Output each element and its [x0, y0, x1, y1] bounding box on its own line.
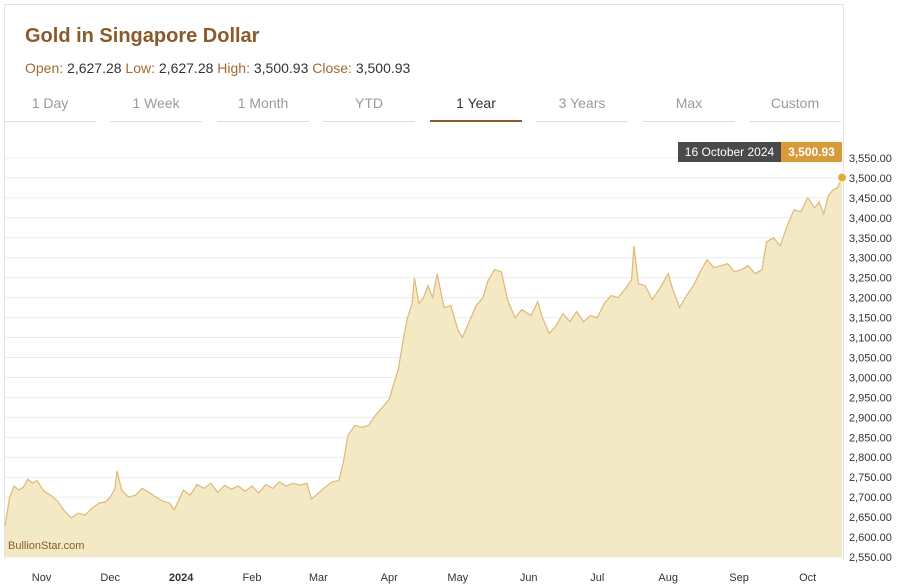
y-tick-label: 2,800.00	[849, 452, 892, 464]
y-tick-label: 3,000.00	[849, 372, 892, 384]
close-value: 3,500.93	[355, 60, 411, 76]
tooltip-value: 3,500.93	[781, 142, 842, 162]
tab-max[interactable]: Max	[643, 88, 735, 122]
x-tick-label: 2024	[169, 572, 194, 584]
x-tick-label: Dec	[100, 572, 120, 584]
y-tick-label: 2,850.00	[849, 432, 892, 444]
tab-1-day[interactable]: 1 Day	[4, 88, 96, 122]
y-tick-label: 3,250.00	[849, 273, 892, 285]
y-tick-label: 3,150.00	[849, 313, 892, 325]
range-tabs: 1 Day 1 Week 1 Month YTD 1 Year 3 Years …	[4, 88, 842, 122]
chart-panel	[4, 4, 844, 559]
open-label: Open:	[25, 60, 64, 76]
y-tick-label: 3,500.00	[849, 173, 892, 185]
y-axis: 2,550.00 2,600.00 2,650.00 2,700.00 2,750.00…	[849, 153, 892, 564]
open-value: 2,627.28	[67, 60, 122, 76]
high-label: High:	[217, 60, 250, 76]
tab-1-month[interactable]: 1 Month	[217, 88, 309, 122]
price-line	[4, 177, 843, 527]
y-tick-label: 3,450.00	[849, 193, 892, 205]
tab-1-week[interactable]: 1 Week	[110, 88, 202, 122]
tab-1-year[interactable]: 1 Year	[430, 88, 522, 122]
tab-custom[interactable]: Custom	[749, 88, 841, 122]
tab-ytd[interactable]: YTD	[323, 88, 415, 122]
x-tick-label: Jul	[590, 572, 604, 584]
low-value: 2,627.28	[158, 60, 214, 76]
ohlc-summary: Open: 2,627.28 Low: 2,627.28 High: 3,500…	[25, 60, 410, 76]
x-tick-label: Nov	[32, 572, 52, 584]
watermark: BullionStar.com	[8, 540, 85, 552]
chart-title: Gold in Singapore Dollar	[25, 25, 260, 47]
y-tick-label: 3,350.00	[849, 233, 892, 245]
y-tick-label: 2,550.00	[849, 552, 892, 564]
price-area	[5, 177, 842, 557]
y-tick-label: 2,950.00	[849, 392, 892, 404]
y-tick-label: 2,750.00	[849, 472, 892, 484]
latest-price-marker[interactable]	[837, 172, 847, 183]
x-tick-label: Apr	[381, 572, 398, 584]
y-tick-label: 3,050.00	[849, 352, 892, 364]
y-tick-label: 2,700.00	[849, 492, 892, 504]
x-tick-label: Feb	[242, 572, 261, 584]
low-label: Low:	[125, 60, 155, 76]
tab-3-years[interactable]: 3 Years	[536, 88, 628, 122]
y-tick-label: 2,600.00	[849, 532, 892, 544]
x-tick-label: Sep	[729, 572, 749, 584]
y-tick-label: 3,200.00	[849, 293, 892, 305]
y-tick-label: 2,900.00	[849, 412, 892, 424]
x-tick-label: Oct	[799, 572, 816, 584]
x-tick-label: Mar	[309, 572, 328, 584]
y-tick-label: 3,550.00	[849, 153, 892, 165]
x-tick-label: Jun	[520, 572, 538, 584]
x-axis: Nov Dec 2024 Feb Mar Apr May Jun Jul Aug Sep Oct	[32, 572, 816, 584]
close-label: Close:	[312, 60, 352, 76]
tooltip-date: 16 October 2024	[678, 142, 781, 162]
high-value: 3,500.93	[253, 60, 309, 76]
y-tick-label: 3,100.00	[849, 333, 892, 345]
y-tick-label: 3,400.00	[849, 213, 892, 225]
y-tick-label: 2,650.00	[849, 512, 892, 524]
x-tick-label: Aug	[658, 572, 678, 584]
x-tick-label: May	[447, 572, 468, 584]
y-tick-label: 3,300.00	[849, 253, 892, 265]
